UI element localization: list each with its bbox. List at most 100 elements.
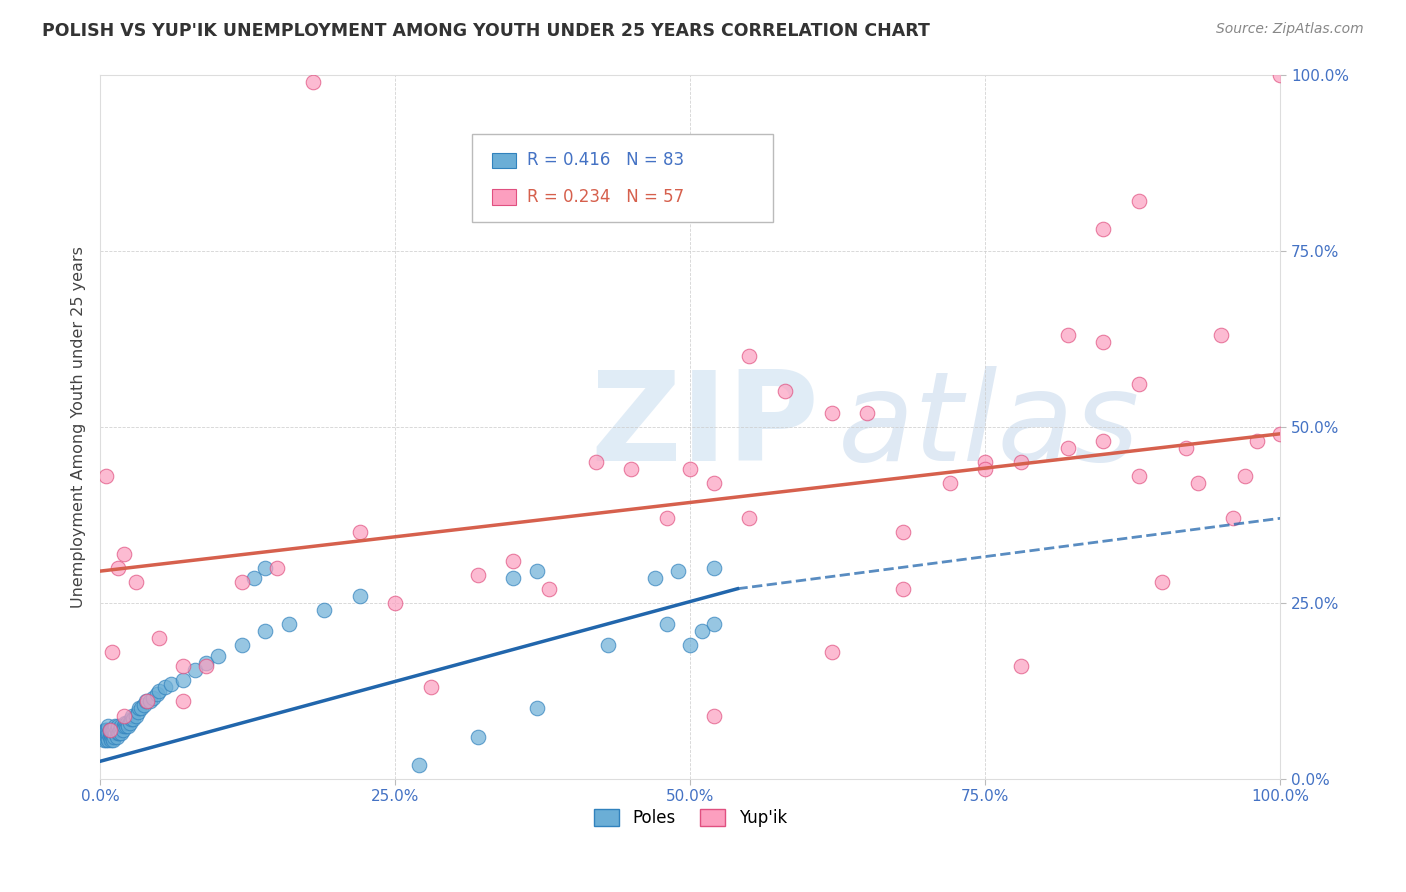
- Point: [122, 712, 145, 726]
- Point: [142, 690, 165, 705]
- Point: [974, 462, 997, 476]
- Point: [1092, 335, 1115, 350]
- Point: [101, 726, 124, 740]
- Point: [183, 663, 205, 677]
- Point: [111, 723, 134, 737]
- Point: [107, 560, 129, 574]
- Point: [349, 525, 371, 540]
- Point: [301, 74, 323, 88]
- Point: [195, 656, 218, 670]
- Point: [101, 730, 124, 744]
- Point: [526, 701, 548, 715]
- Point: [408, 757, 430, 772]
- Point: [101, 645, 124, 659]
- Bar: [492, 153, 516, 169]
- Point: [101, 733, 124, 747]
- Point: [98, 723, 121, 737]
- Point: [110, 726, 132, 740]
- Point: [103, 723, 125, 737]
- FancyBboxPatch shape: [472, 135, 773, 222]
- Point: [97, 726, 120, 740]
- Point: [537, 582, 560, 596]
- Point: [620, 462, 643, 476]
- Point: [93, 726, 115, 740]
- Point: [384, 596, 406, 610]
- Point: [1152, 574, 1174, 589]
- Point: [668, 564, 690, 578]
- Point: [314, 603, 336, 617]
- Point: [1270, 68, 1292, 82]
- Text: R = 0.416   N = 83: R = 0.416 N = 83: [527, 152, 685, 169]
- Point: [172, 694, 194, 708]
- Point: [153, 681, 176, 695]
- Point: [104, 719, 127, 733]
- Point: [419, 681, 441, 695]
- Point: [821, 406, 844, 420]
- Point: [131, 701, 153, 715]
- Point: [98, 730, 121, 744]
- Point: [117, 715, 139, 730]
- Point: [93, 733, 115, 747]
- Text: atlas: atlas: [838, 367, 1140, 487]
- Point: [148, 684, 170, 698]
- Point: [96, 723, 118, 737]
- Point: [1010, 659, 1032, 673]
- Point: [115, 719, 138, 733]
- Point: [891, 525, 914, 540]
- Point: [148, 631, 170, 645]
- Point: [974, 455, 997, 469]
- Point: [105, 723, 128, 737]
- Point: [1057, 441, 1080, 455]
- Point: [703, 560, 725, 574]
- Point: [773, 384, 796, 399]
- Point: [703, 616, 725, 631]
- Point: [278, 616, 301, 631]
- Point: [596, 638, 619, 652]
- Text: ZIP: ZIP: [591, 367, 818, 487]
- Point: [254, 560, 277, 574]
- Point: [100, 733, 122, 747]
- Point: [135, 694, 157, 708]
- Point: [94, 726, 117, 740]
- Point: [94, 723, 117, 737]
- Point: [112, 547, 135, 561]
- Point: [107, 719, 129, 733]
- Point: [644, 571, 666, 585]
- Point: [96, 730, 118, 744]
- Point: [94, 730, 117, 744]
- Point: [1128, 194, 1150, 209]
- Point: [110, 719, 132, 733]
- Point: [526, 564, 548, 578]
- Point: [127, 705, 149, 719]
- Point: [124, 574, 146, 589]
- Point: [856, 406, 879, 420]
- Point: [108, 723, 131, 737]
- Point: [96, 726, 118, 740]
- Point: [939, 476, 962, 491]
- Point: [349, 589, 371, 603]
- Point: [124, 708, 146, 723]
- Point: [891, 582, 914, 596]
- Point: [821, 645, 844, 659]
- Point: [108, 726, 131, 740]
- Point: [91, 730, 114, 744]
- Point: [679, 462, 702, 476]
- Point: [467, 730, 489, 744]
- Point: [98, 723, 121, 737]
- Point: [94, 733, 117, 747]
- Text: Source: ZipAtlas.com: Source: ZipAtlas.com: [1216, 22, 1364, 37]
- Point: [105, 730, 128, 744]
- Point: [100, 726, 122, 740]
- Point: [1175, 441, 1198, 455]
- Point: [231, 638, 253, 652]
- Point: [128, 701, 150, 715]
- Point: [121, 708, 143, 723]
- Point: [231, 574, 253, 589]
- Point: [172, 659, 194, 673]
- Point: [703, 708, 725, 723]
- Point: [1233, 469, 1256, 483]
- Point: [104, 726, 127, 740]
- Point: [655, 511, 678, 525]
- Point: [467, 567, 489, 582]
- Point: [94, 723, 117, 737]
